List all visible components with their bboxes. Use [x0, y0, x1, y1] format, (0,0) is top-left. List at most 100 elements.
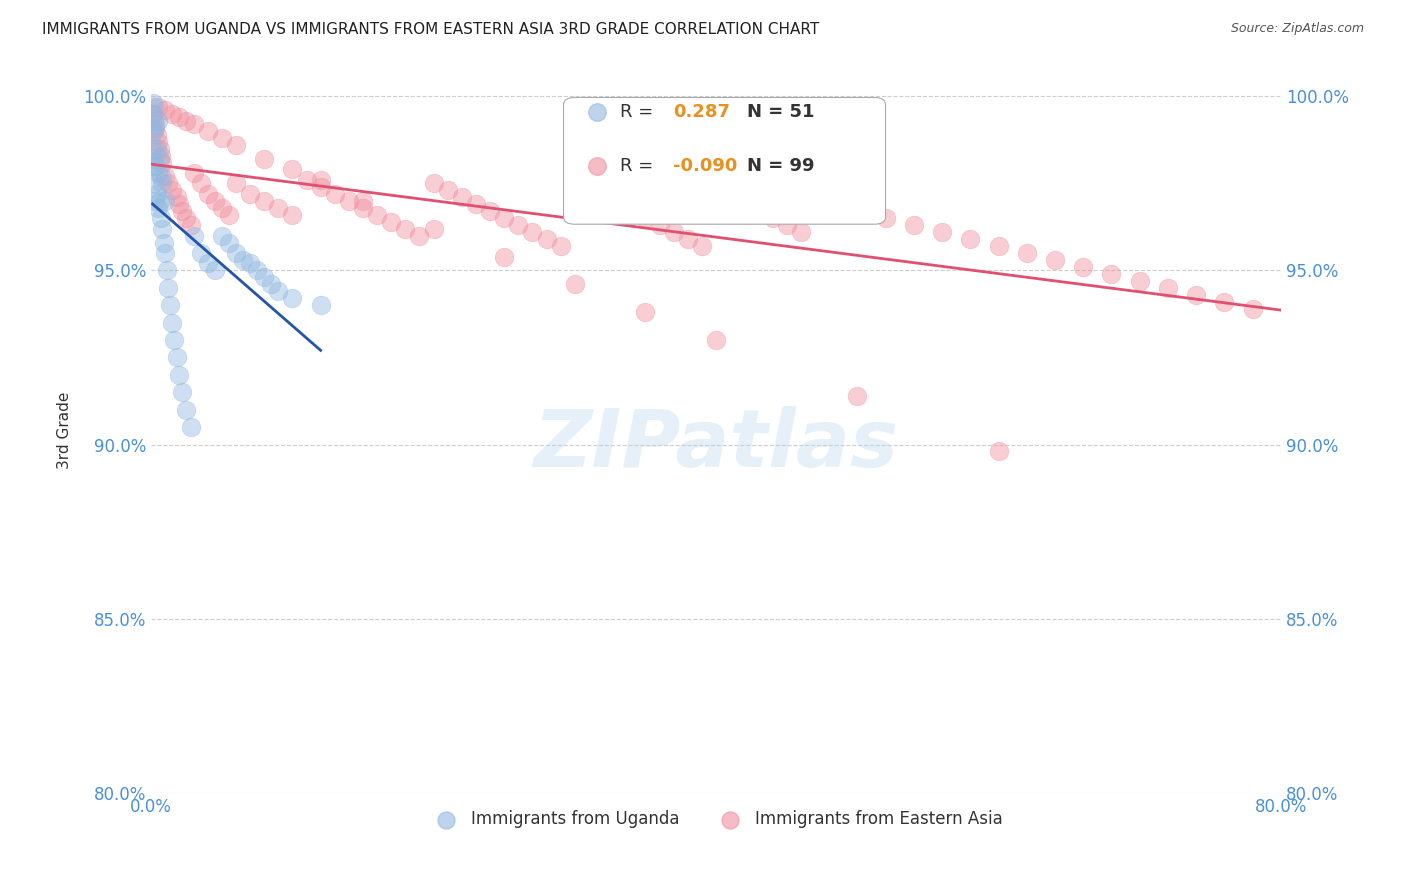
Point: [479, 204, 502, 219]
Point: [1185, 288, 1208, 302]
Point: [232, 252, 254, 267]
Point: [931, 225, 953, 239]
Point: [564, 277, 586, 292]
Point: [281, 162, 304, 177]
Point: [267, 201, 290, 215]
Point: [153, 235, 176, 250]
Point: [394, 221, 416, 235]
Point: [142, 142, 165, 156]
Point: [564, 177, 586, 191]
Point: [239, 186, 262, 201]
Point: [281, 291, 304, 305]
Point: [1101, 267, 1123, 281]
Point: [218, 235, 240, 250]
Point: [846, 204, 869, 219]
Point: [155, 246, 177, 260]
Point: [169, 110, 191, 124]
Point: [149, 152, 172, 166]
Point: [494, 211, 516, 226]
Point: [690, 239, 713, 253]
Point: [676, 232, 699, 246]
Point: [148, 166, 170, 180]
Point: [366, 208, 388, 222]
Point: [142, 107, 165, 121]
Legend: Immigrants from Uganda, Immigrants from Eastern Asia: Immigrants from Uganda, Immigrants from …: [423, 804, 1010, 835]
Point: [166, 351, 188, 365]
Point: [176, 113, 198, 128]
Point: [183, 166, 205, 180]
Text: IMMIGRANTS FROM UGANDA VS IMMIGRANTS FROM EASTERN ASIA 3RD GRADE CORRELATION CHA: IMMIGRANTS FROM UGANDA VS IMMIGRANTS FRO…: [42, 22, 820, 37]
Point: [146, 142, 169, 156]
Point: [211, 131, 233, 145]
Point: [218, 208, 240, 222]
Point: [718, 190, 741, 204]
Point: [197, 256, 219, 270]
Point: [183, 228, 205, 243]
Point: [465, 197, 488, 211]
Point: [145, 194, 167, 208]
Point: [204, 263, 226, 277]
Point: [606, 197, 628, 211]
Point: [1157, 281, 1180, 295]
Point: [169, 197, 191, 211]
Point: [380, 215, 402, 229]
Point: [747, 204, 769, 219]
Point: [183, 117, 205, 131]
Point: [197, 186, 219, 201]
Point: [145, 120, 167, 135]
Point: [323, 186, 346, 201]
Point: [143, 124, 166, 138]
Point: [522, 225, 544, 239]
Point: [162, 316, 184, 330]
Point: [578, 183, 600, 197]
Point: [422, 177, 444, 191]
Point: [494, 250, 516, 264]
Point: [155, 103, 177, 118]
Point: [634, 305, 657, 319]
Point: [197, 124, 219, 138]
Point: [1241, 301, 1264, 316]
Point: [190, 246, 212, 260]
Point: [172, 204, 194, 219]
Point: [211, 201, 233, 215]
Point: [295, 173, 318, 187]
Point: [260, 277, 283, 292]
Point: [142, 107, 165, 121]
Point: [620, 204, 643, 219]
Point: [253, 270, 276, 285]
Point: [987, 239, 1010, 253]
Point: [146, 186, 169, 201]
Point: [790, 225, 813, 239]
Point: [1043, 252, 1066, 267]
Point: [846, 389, 869, 403]
Point: [143, 152, 166, 166]
Point: [176, 402, 198, 417]
Point: [253, 152, 276, 166]
Point: [634, 211, 657, 226]
Point: [159, 298, 181, 312]
Point: [903, 218, 925, 232]
Text: -0.090: -0.090: [673, 157, 738, 176]
Point: [776, 218, 799, 232]
Point: [225, 138, 247, 153]
Point: [149, 142, 172, 156]
Point: [246, 263, 269, 277]
Point: [176, 211, 198, 226]
Point: [733, 197, 755, 211]
Point: [225, 177, 247, 191]
Point: [1015, 246, 1038, 260]
Point: [704, 333, 727, 347]
Point: [697, 559, 720, 574]
Point: [163, 333, 186, 347]
Point: [987, 444, 1010, 458]
Point: [408, 228, 430, 243]
Point: [180, 420, 202, 434]
Point: [267, 285, 290, 299]
Text: Source: ZipAtlas.com: Source: ZipAtlas.com: [1230, 22, 1364, 36]
Point: [152, 177, 174, 191]
Point: [959, 232, 981, 246]
Point: [155, 169, 177, 184]
Point: [142, 96, 165, 111]
Point: [508, 218, 530, 232]
Point: [145, 159, 167, 173]
